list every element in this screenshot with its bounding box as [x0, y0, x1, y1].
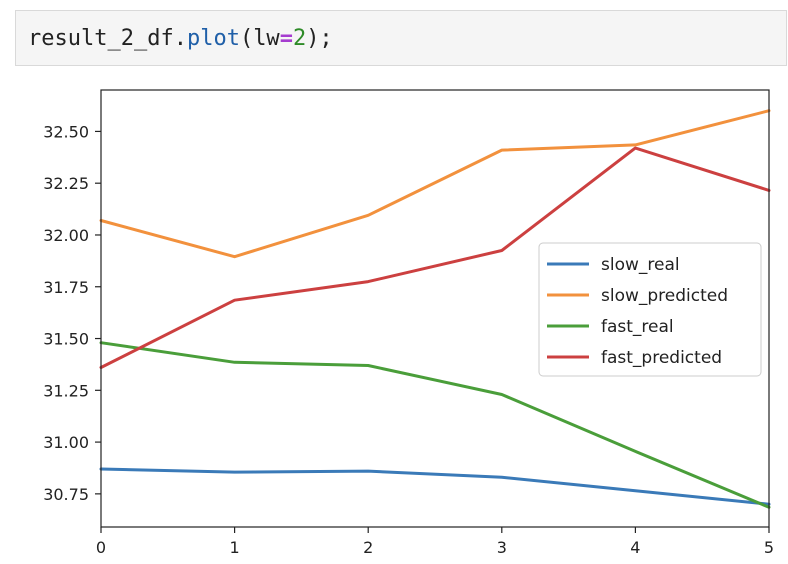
- y-tick-label-31.75: 31.75: [43, 278, 89, 297]
- series-line-fast_predicted: [99, 146, 771, 369]
- x-tick-label-5: 5: [764, 538, 774, 557]
- y-tick-label-32.50: 32.50: [43, 122, 89, 141]
- x-tick-label-1: 1: [230, 538, 240, 557]
- code-dot: .: [173, 26, 187, 51]
- code-variable: result_2_df: [28, 26, 174, 51]
- x-tick-label-2: 2: [363, 538, 373, 557]
- y-tick-label-32.25: 32.25: [43, 174, 89, 193]
- code-method: plot: [186, 26, 240, 51]
- x-tick-label-3: 3: [497, 538, 507, 557]
- series-line-slow_real: [99, 467, 771, 506]
- y-tick-label-30.75: 30.75: [43, 485, 89, 504]
- x-tick-label-4: 4: [630, 538, 640, 557]
- y-tick-label-31.00: 31.00: [43, 433, 89, 452]
- code-line: result_2_df.plot(lw=2);: [28, 25, 333, 53]
- code-arg-name: lw: [253, 26, 280, 51]
- code-open-paren: (: [239, 26, 254, 51]
- y-tick-label-32.00: 32.00: [43, 226, 89, 245]
- code-equals: =: [279, 26, 293, 51]
- y-tick-label-31.50: 31.50: [43, 330, 89, 349]
- legend-label-fast_predicted: fast_predicted: [601, 348, 722, 368]
- legend-label-slow_predicted: slow_predicted: [601, 286, 728, 306]
- x-tick-label-0: 0: [96, 538, 106, 557]
- legend-box: [538, 242, 762, 377]
- legend-label-slow_real: slow_real: [601, 255, 680, 275]
- y-tick-label-31.25: 31.25: [43, 381, 89, 400]
- series-line-fast_real: [99, 341, 771, 509]
- plot-frame: [100, 89, 770, 528]
- code-cell[interactable]: result_2_df.plot(lw=2);: [15, 10, 787, 66]
- code-arg-value: 2: [292, 26, 307, 51]
- code-close: );: [306, 26, 333, 51]
- legend-label-fast_real: fast_real: [601, 317, 674, 337]
- series-line-slow_predicted: [99, 109, 771, 259]
